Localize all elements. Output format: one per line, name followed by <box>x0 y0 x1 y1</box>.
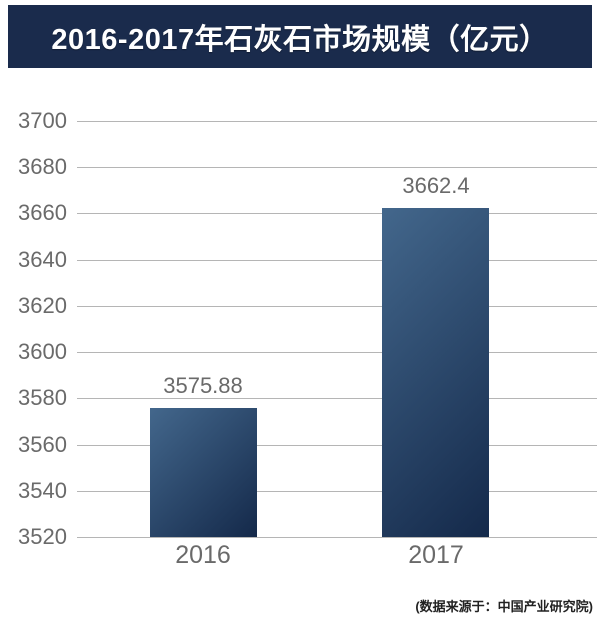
gridline <box>77 167 597 168</box>
bar-2017 <box>382 208 489 537</box>
x-axis-tick-label: 2017 <box>408 541 464 569</box>
gridline <box>77 306 597 307</box>
chart-title-banner: 2016-2017年石灰石市场规模（亿元） <box>8 5 592 68</box>
gridline <box>77 213 597 214</box>
gridline <box>77 398 597 399</box>
y-axis-tick-label: 3560 <box>18 432 67 457</box>
y-axis-tick-label: 3580 <box>18 385 67 410</box>
y-axis-tick-label: 3600 <box>18 339 67 364</box>
gridline <box>77 260 597 261</box>
bar-2016 <box>150 408 257 537</box>
y-axis-tick-label: 3700 <box>18 108 67 133</box>
bar-value-label: 3575.88 <box>163 373 243 398</box>
x-axis-tick-label: 2016 <box>175 541 231 569</box>
gridline <box>77 121 597 122</box>
y-axis-tick-label: 3540 <box>18 478 67 503</box>
gridline <box>77 537 597 538</box>
y-axis-tick-label: 3660 <box>18 200 67 225</box>
y-axis-tick-label: 3620 <box>18 293 67 318</box>
gridline <box>77 352 597 353</box>
gridline <box>77 445 597 446</box>
y-axis-tick-label: 3520 <box>18 524 67 549</box>
y-axis-tick-label: 3640 <box>18 247 67 272</box>
data-source-note: (数据来源于：中国产业研究院) <box>415 599 593 614</box>
gridline <box>77 491 597 492</box>
y-axis-tick-label: 3680 <box>18 154 67 179</box>
bar-value-label: 3662.4 <box>402 173 470 198</box>
chart-title: 2016-2017年石灰石市场规模（亿元） <box>51 23 549 56</box>
